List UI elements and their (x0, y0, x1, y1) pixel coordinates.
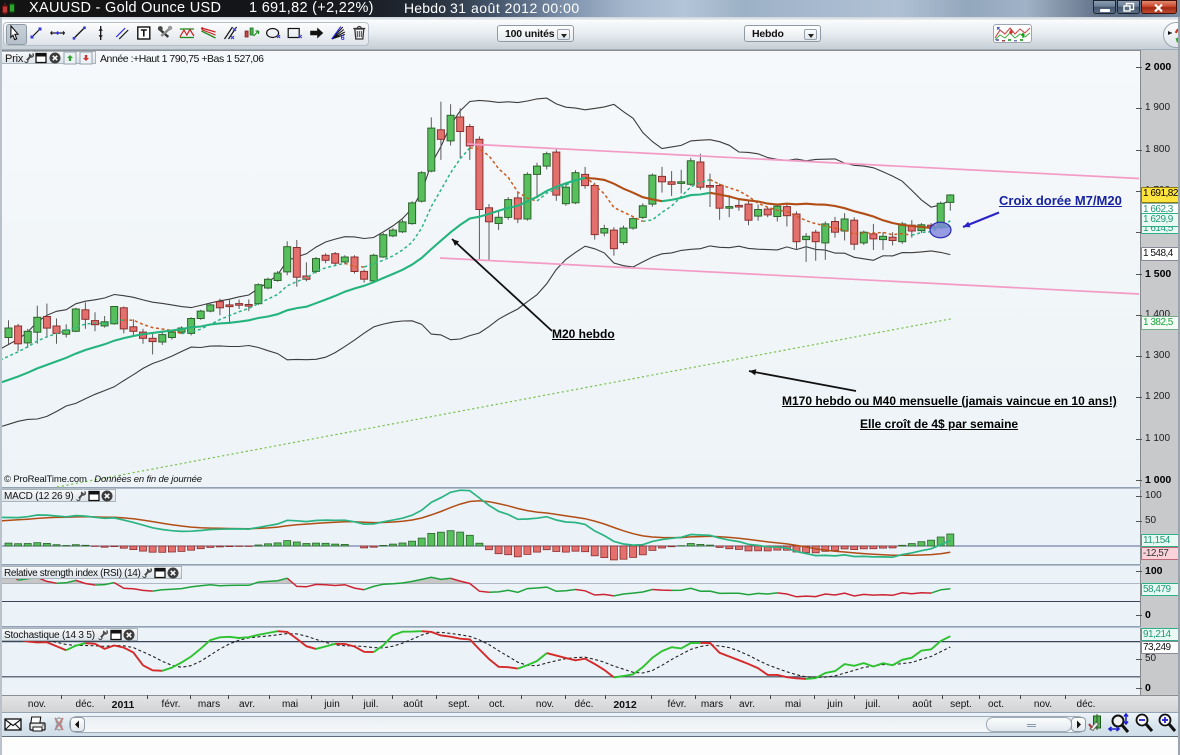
svg-text:6: 6 (341, 35, 345, 42)
